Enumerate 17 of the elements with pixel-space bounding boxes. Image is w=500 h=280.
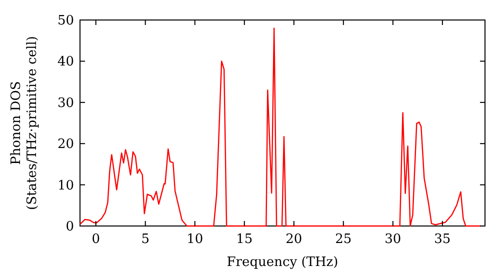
x-axis-title: Frequency (THz) [226,255,338,270]
y-tick-label: 50 [57,14,74,28]
x-tick-label: 20 [286,232,302,247]
x-tick-label: 15 [236,232,253,247]
x-tick-label: 30 [384,232,402,247]
y-tick-label: 20 [57,137,74,152]
y-tick-label: 40 [57,54,74,70]
x-tick-label: 35 [434,232,451,247]
y-tick-label: 30 [57,96,74,111]
x-tick-label: 10 [186,232,204,247]
y-tick-label: 0 [66,220,74,234]
x-tick-label: 5 [141,232,150,247]
y-tick-label: 10 [57,178,74,194]
y-axis-title: Phonon DOS (States/THz·primitive cell) [9,36,40,210]
x-tick-label: 0 [92,232,100,247]
x-tick-label: 25 [335,232,352,247]
line-series [79,28,482,227]
